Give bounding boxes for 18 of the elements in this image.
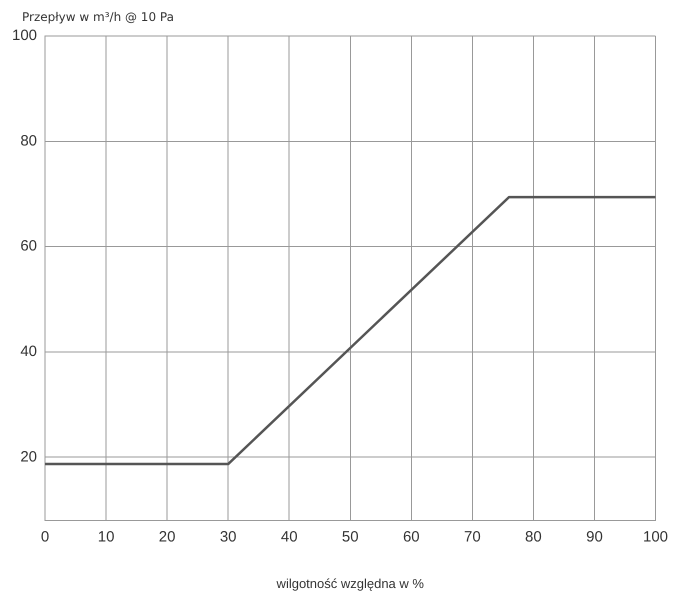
y-tick-label: 80 [20, 132, 38, 150]
x-tick-label: 90 [586, 528, 603, 546]
x-axis-title: wilgotność względna w % [276, 576, 424, 591]
y-tick-label: 100 [12, 27, 38, 44]
y-tick-label: 40 [20, 343, 38, 360]
x-tick-label: 60 [402, 528, 420, 546]
x-tick-label: 50 [342, 528, 359, 546]
x-tick-label: 40 [280, 528, 298, 546]
x-tick-label: 10 [98, 528, 114, 546]
x-tick-label: 20 [158, 528, 176, 546]
y-tick-label: 20 [20, 448, 38, 466]
x-tick-label: 80 [525, 528, 542, 546]
x-tick-label: 30 [220, 528, 237, 546]
x-tick-label: 0 [40, 528, 50, 546]
y-axis-title: Przepływ w m³/h @ 10 Pa [22, 10, 174, 24]
x-tick-label: 100 [642, 528, 668, 546]
y-tick-label: 60 [20, 238, 38, 255]
x-tick-label: 70 [464, 528, 481, 546]
